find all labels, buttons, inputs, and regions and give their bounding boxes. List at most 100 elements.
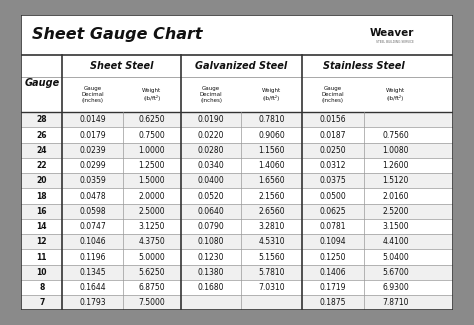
- Text: Weight
(lb/ft²): Weight (lb/ft²): [262, 88, 281, 101]
- Text: Gauge
Decimal
(inches): Gauge Decimal (inches): [200, 85, 222, 103]
- Text: 3.1250: 3.1250: [138, 222, 165, 231]
- Text: Galvanized Steel: Galvanized Steel: [195, 61, 287, 71]
- Text: 2.0160: 2.0160: [382, 191, 409, 201]
- Text: 7.0310: 7.0310: [258, 283, 285, 292]
- Text: 0.0781: 0.0781: [320, 222, 346, 231]
- Text: 2.5200: 2.5200: [382, 207, 409, 216]
- Bar: [21, 158, 453, 173]
- Bar: [21, 219, 453, 234]
- Text: 2.6560: 2.6560: [258, 207, 285, 216]
- Text: 0.1406: 0.1406: [319, 268, 346, 277]
- Text: 0.1644: 0.1644: [79, 283, 106, 292]
- Text: 1.6560: 1.6560: [258, 176, 285, 185]
- Text: 0.1196: 0.1196: [79, 253, 106, 262]
- Text: 1.1560: 1.1560: [258, 146, 285, 155]
- Text: STEEL BUILDING SERVICE: STEEL BUILDING SERVICE: [376, 40, 414, 44]
- Text: 0.0149: 0.0149: [79, 115, 106, 124]
- Text: 4.3750: 4.3750: [138, 237, 165, 246]
- Text: 24: 24: [36, 146, 47, 155]
- Text: 3.2810: 3.2810: [258, 222, 285, 231]
- Text: 0.7810: 0.7810: [258, 115, 285, 124]
- Text: 0.0520: 0.0520: [198, 191, 224, 201]
- Text: 0.0400: 0.0400: [198, 176, 225, 185]
- Text: 0.0478: 0.0478: [79, 191, 106, 201]
- Bar: [21, 15, 453, 55]
- Text: Sheet Gauge Chart: Sheet Gauge Chart: [32, 27, 202, 42]
- Text: 2.1560: 2.1560: [258, 191, 285, 201]
- Text: 0.0790: 0.0790: [198, 222, 225, 231]
- Text: 14: 14: [36, 222, 47, 231]
- Text: 1.5000: 1.5000: [138, 176, 165, 185]
- Bar: [21, 188, 453, 204]
- Text: 0.0190: 0.0190: [198, 115, 224, 124]
- Text: 0.0625: 0.0625: [319, 207, 346, 216]
- Text: 0.1680: 0.1680: [198, 283, 224, 292]
- Bar: [21, 143, 453, 158]
- Text: 6.9300: 6.9300: [382, 283, 409, 292]
- Text: 0.0299: 0.0299: [79, 161, 106, 170]
- Text: 28: 28: [36, 115, 47, 124]
- Text: 0.0239: 0.0239: [79, 146, 106, 155]
- Text: 18: 18: [36, 191, 47, 201]
- Text: 0.1345: 0.1345: [79, 268, 106, 277]
- Bar: [21, 127, 453, 143]
- Text: 26: 26: [36, 131, 47, 139]
- Text: 4.5310: 4.5310: [258, 237, 285, 246]
- Text: Gauge
Decimal
(inches): Gauge Decimal (inches): [81, 85, 104, 103]
- Text: 0.0359: 0.0359: [79, 176, 106, 185]
- Bar: [21, 265, 453, 280]
- Text: 12: 12: [36, 237, 47, 246]
- Text: Stainless Steel: Stainless Steel: [323, 61, 405, 71]
- Text: 2.0000: 2.0000: [138, 191, 165, 201]
- Bar: [21, 249, 453, 265]
- Bar: [21, 112, 453, 127]
- Text: 0.1250: 0.1250: [320, 253, 346, 262]
- Text: 7.5000: 7.5000: [138, 298, 165, 307]
- Bar: [21, 77, 453, 112]
- Text: 0.6250: 0.6250: [138, 115, 165, 124]
- Text: 4.4100: 4.4100: [382, 237, 409, 246]
- Text: 10: 10: [36, 268, 47, 277]
- Text: Sheet Steel: Sheet Steel: [90, 61, 154, 71]
- Text: 0.0747: 0.0747: [79, 222, 106, 231]
- Bar: [21, 234, 453, 249]
- Bar: [21, 295, 453, 310]
- Text: Weaver: Weaver: [369, 28, 414, 38]
- Text: 0.1719: 0.1719: [320, 283, 346, 292]
- Text: 0.7500: 0.7500: [138, 131, 165, 139]
- Text: 0.0156: 0.0156: [319, 115, 346, 124]
- Text: Gauge: Gauge: [24, 78, 59, 88]
- Text: 0.7560: 0.7560: [382, 131, 409, 139]
- Text: 0.0220: 0.0220: [198, 131, 224, 139]
- Text: 5.6250: 5.6250: [138, 268, 165, 277]
- Text: 0.0179: 0.0179: [79, 131, 106, 139]
- Text: 1.2500: 1.2500: [138, 161, 165, 170]
- Text: 16: 16: [36, 207, 47, 216]
- Text: 0.0340: 0.0340: [198, 161, 225, 170]
- Text: 0.0250: 0.0250: [319, 146, 346, 155]
- Text: 5.7810: 5.7810: [258, 268, 285, 277]
- Text: 2.5000: 2.5000: [138, 207, 165, 216]
- Text: 0.1793: 0.1793: [79, 298, 106, 307]
- Text: 0.1380: 0.1380: [198, 268, 224, 277]
- Text: 1.0000: 1.0000: [138, 146, 165, 155]
- Bar: [21, 173, 453, 188]
- Text: 20: 20: [36, 176, 47, 185]
- Text: 22: 22: [36, 161, 47, 170]
- Text: 0.0598: 0.0598: [79, 207, 106, 216]
- Text: 8: 8: [39, 283, 45, 292]
- Text: 0.0280: 0.0280: [198, 146, 224, 155]
- Text: 0.9060: 0.9060: [258, 131, 285, 139]
- Text: 0.0640: 0.0640: [198, 207, 225, 216]
- Bar: [21, 55, 453, 77]
- Text: 5.1560: 5.1560: [258, 253, 285, 262]
- Text: 5.6700: 5.6700: [382, 268, 409, 277]
- Text: 0.1046: 0.1046: [79, 237, 106, 246]
- Text: Gauge
Decimal
(inches): Gauge Decimal (inches): [322, 85, 344, 103]
- Text: Weight
(lb/ft²): Weight (lb/ft²): [142, 88, 161, 101]
- Text: 0.0375: 0.0375: [319, 176, 346, 185]
- Text: 1.0080: 1.0080: [382, 146, 409, 155]
- Text: 7: 7: [39, 298, 45, 307]
- Bar: [21, 280, 453, 295]
- Text: 1.4060: 1.4060: [258, 161, 285, 170]
